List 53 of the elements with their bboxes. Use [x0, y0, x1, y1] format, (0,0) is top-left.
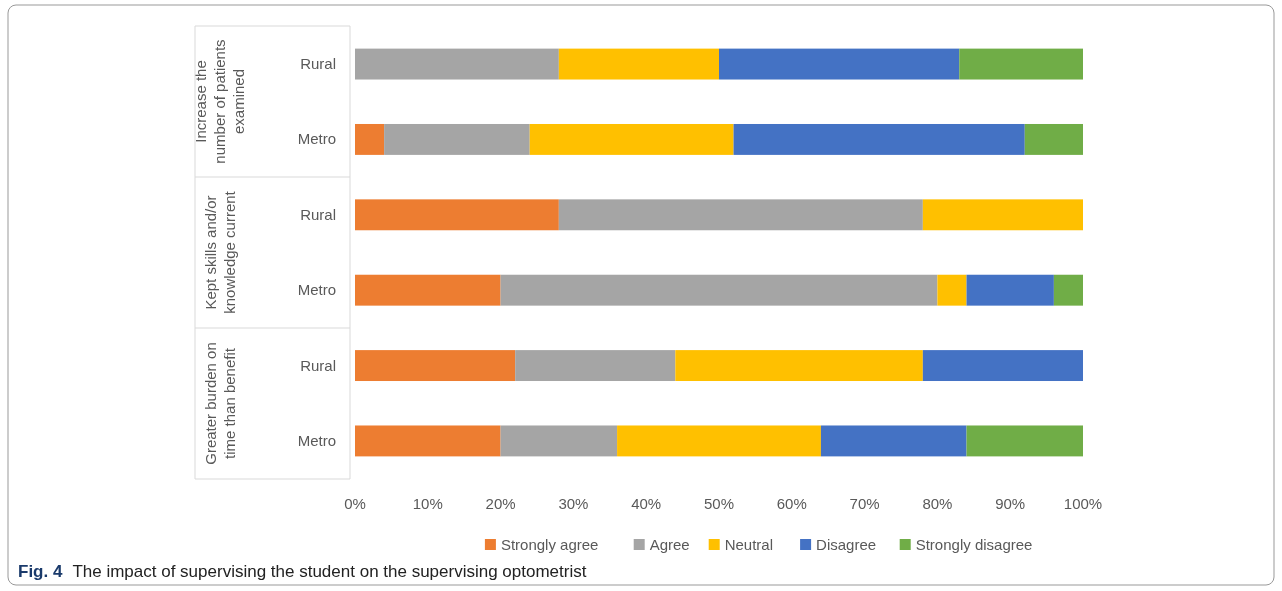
- y-tick-label: Rural: [300, 55, 336, 73]
- legend-label: Disagree: [816, 536, 877, 553]
- bar: [1024, 123, 1083, 155]
- bar: [922, 199, 1083, 231]
- x-tick-label: 80%: [922, 495, 953, 512]
- bar: [617, 425, 821, 457]
- bar: [355, 425, 501, 457]
- x-tick-label: 0%: [344, 495, 366, 512]
- x-tick-label: 40%: [631, 495, 662, 512]
- bar: [355, 123, 385, 155]
- bar: [355, 350, 516, 382]
- bar: [355, 199, 559, 231]
- bar: [355, 274, 501, 306]
- legend-label: Neutral: [724, 536, 774, 553]
- legend-label: Strongly agree: [500, 536, 599, 553]
- bar: [384, 123, 530, 155]
- y-tick-label: Metro: [297, 130, 336, 148]
- x-tick-label: 30%: [558, 495, 589, 512]
- bar: [922, 350, 1083, 382]
- bar: [959, 48, 1083, 80]
- legend-label: Agree: [649, 536, 690, 553]
- x-tick-label: 100%: [1063, 495, 1103, 512]
- bar: [529, 123, 734, 155]
- y-tick-label: Metro: [297, 281, 336, 299]
- bar: [966, 425, 1083, 457]
- bar: [355, 48, 559, 80]
- bar: [1053, 274, 1083, 306]
- bar: [719, 48, 960, 80]
- bar: [820, 425, 967, 457]
- x-tick-label: 10%: [412, 495, 443, 512]
- bar: [515, 350, 676, 382]
- bar: [966, 274, 1054, 306]
- text: Increase the number of patients examined: [192, 39, 247, 164]
- bar: [500, 274, 938, 306]
- bar: [558, 48, 719, 80]
- text: Greater burden on time than benefit: [201, 342, 238, 465]
- y-tick-label: Rural: [300, 205, 336, 223]
- text: Kept skills and/or knowledge current: [201, 190, 238, 314]
- x-tick-label: 70%: [849, 495, 880, 512]
- bar: [937, 274, 967, 306]
- x-tick-label: 90%: [995, 495, 1026, 512]
- bar: [500, 425, 618, 457]
- bar: [558, 199, 923, 231]
- text: The impact of supervising the student on the supervising optometrist: [72, 562, 587, 581]
- legend-label: Strongly disagree: [915, 536, 1033, 553]
- y-tick-label: Metro: [297, 431, 336, 449]
- x-tick-label: 20%: [485, 495, 516, 512]
- x-tick-label: 50%: [703, 495, 735, 512]
- bar: [675, 350, 923, 382]
- x-tick-label: 60%: [776, 495, 807, 512]
- text: Fig. 4: [18, 562, 63, 581]
- bar: [733, 123, 1025, 155]
- y-tick-label: Rural: [300, 356, 336, 374]
